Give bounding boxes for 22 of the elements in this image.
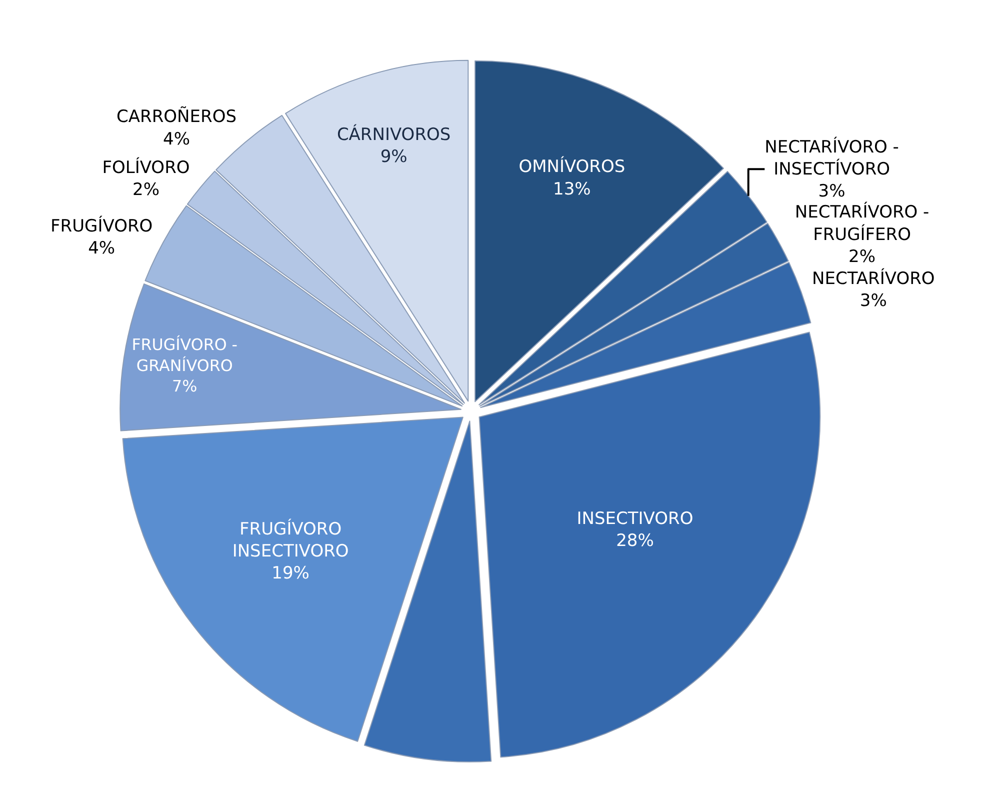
slice-label: NECTARÍVORO: [812, 268, 935, 290]
slice-label: CÁRNIVOROS: [336, 124, 451, 145]
data-label: 2%: [132, 180, 160, 200]
data-label: 3%: [860, 291, 887, 312]
data-label: 7%: [172, 376, 198, 396]
data-label: 3%: [818, 182, 846, 202]
slice-label: FRUGÍVORO INSECTIVORO: [232, 518, 349, 562]
slice-label: FOLÍVORO: [102, 156, 190, 178]
data-label: 4%: [163, 129, 190, 150]
slice-label: CARROÑEROS: [116, 106, 236, 128]
slice-label: FRUGÍVORO - GRANÍVORO: [132, 335, 238, 375]
slice-label: NECTARÍVORO - FRUGÍFERO: [794, 202, 930, 245]
data-label: 9%: [380, 146, 408, 167]
data-label: 2%: [848, 246, 876, 267]
data-label: 4%: [88, 238, 116, 258]
data-label: 28%: [616, 531, 654, 552]
slice-label: FRUGÍVORO: [50, 215, 153, 236]
data-label: 19%: [272, 564, 310, 584]
slice-label: OMNÍVOROS: [518, 156, 626, 178]
slice-label: INSECTIVORO: [576, 509, 694, 530]
data-label: 13%: [553, 179, 591, 200]
slice-label: NECTARÍVORO - INSECTÍVORO: [764, 136, 899, 180]
